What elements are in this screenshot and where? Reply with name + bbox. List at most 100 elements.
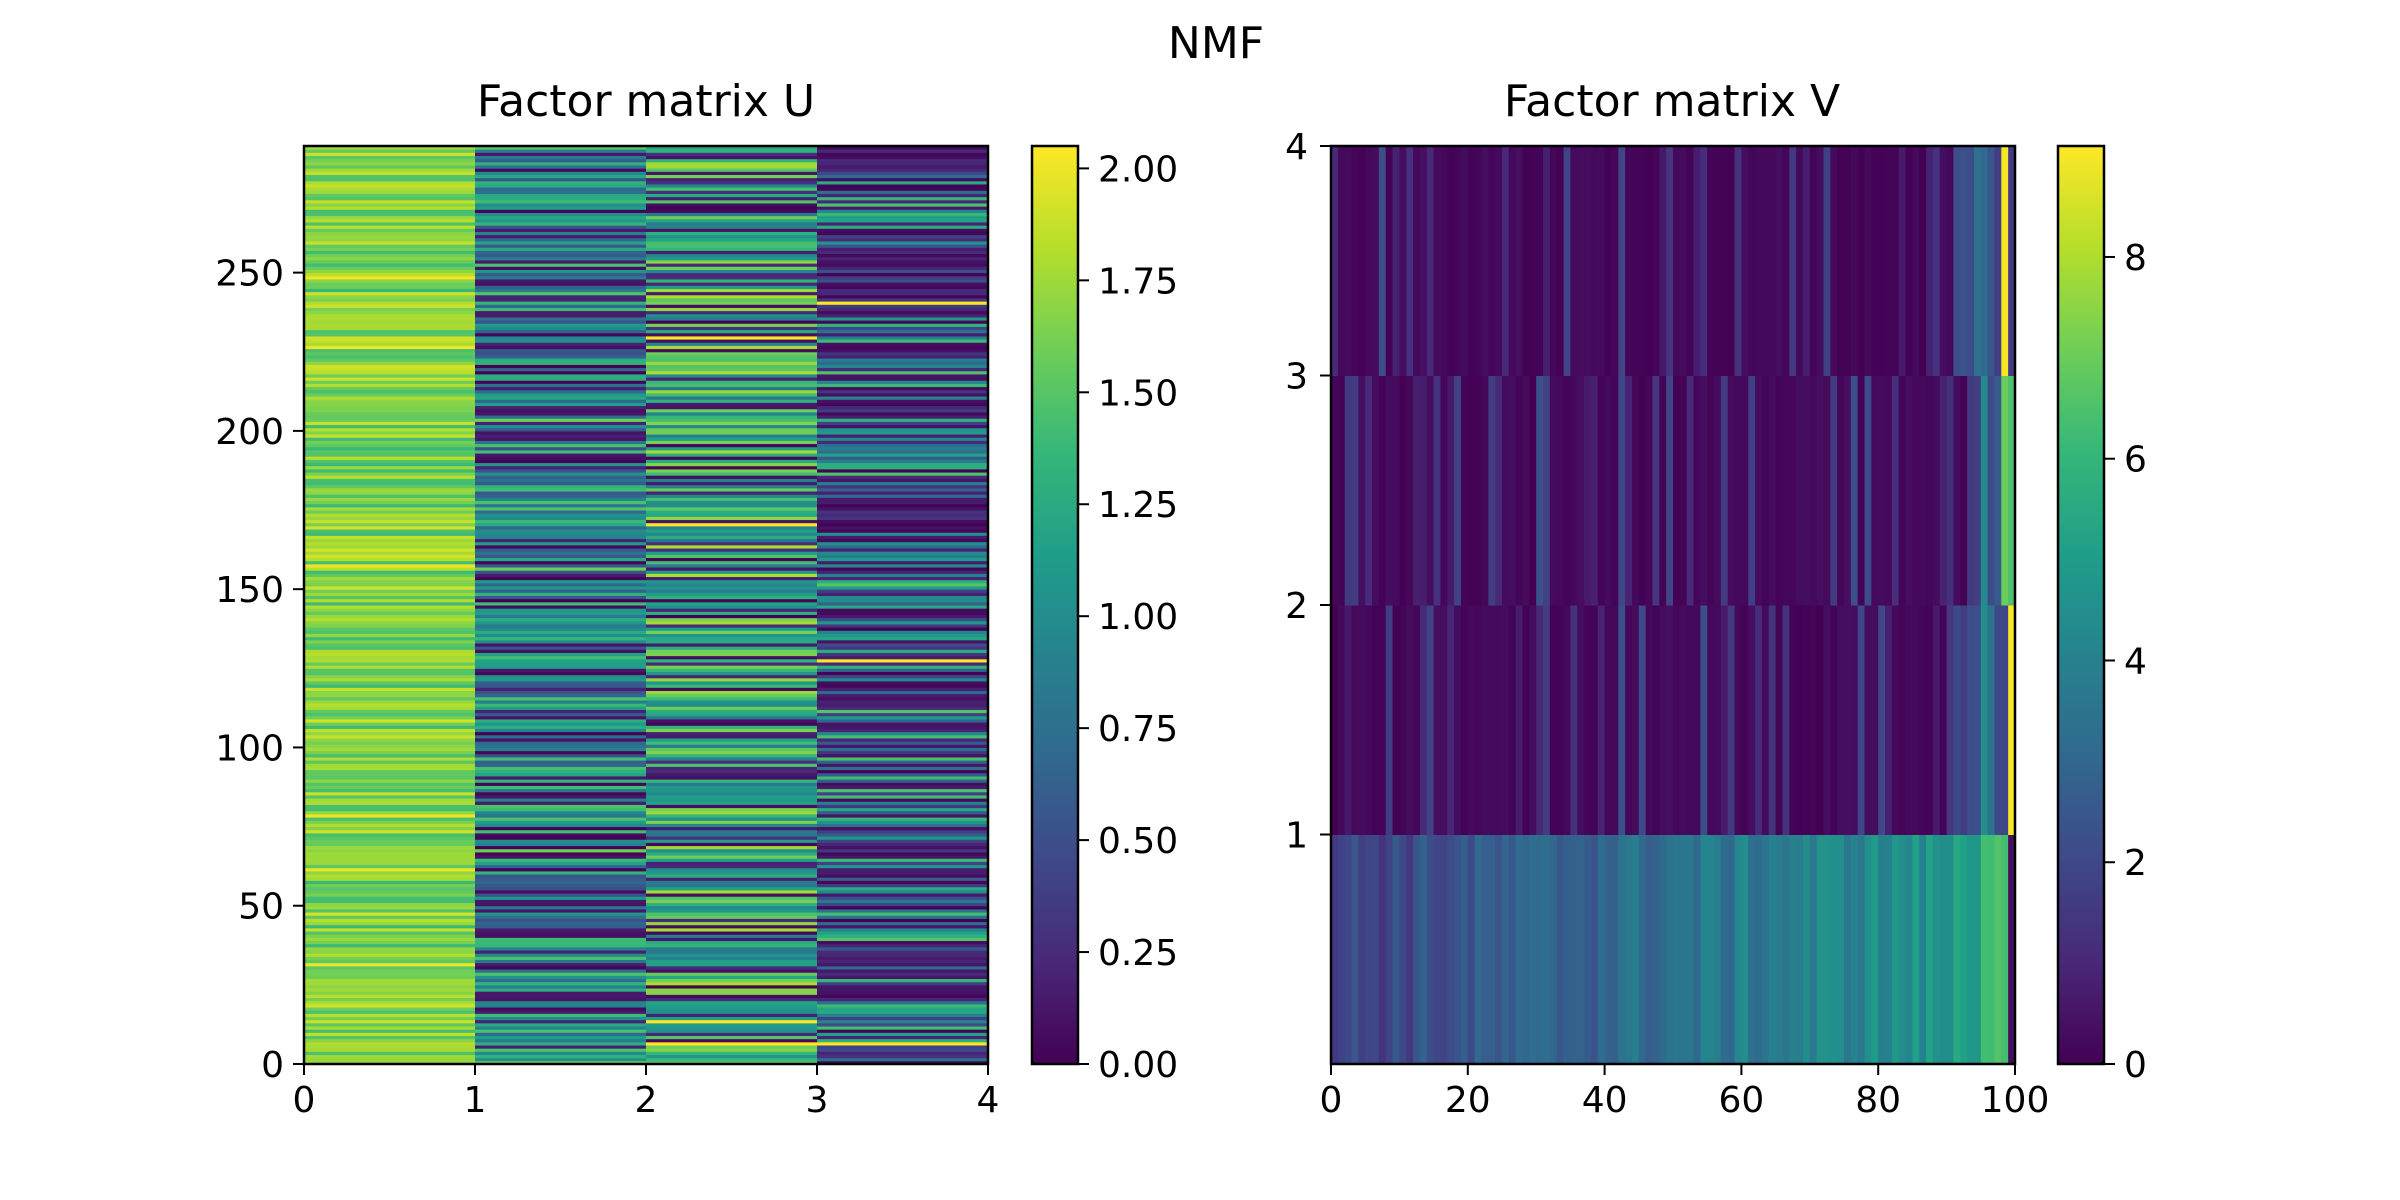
heatmap-u-cell [817, 345, 989, 350]
heatmap-u-cell [817, 807, 989, 812]
heatmap-u-cell [475, 158, 647, 163]
heatmap-v-cell [1625, 605, 1633, 835]
heatmap-u-cell [475, 218, 647, 223]
heatmap-v-cell [1693, 605, 1701, 835]
heatmap-u-cell [475, 661, 647, 666]
heatmap-u-cell [475, 870, 647, 875]
heatmap-u-cell [646, 345, 818, 350]
heatmap-u-cell [475, 250, 647, 255]
heatmap-u-cell [475, 646, 647, 650]
heatmap-u-cell [646, 282, 818, 286]
heatmap-u-cell [817, 462, 989, 467]
heatmap-u-cell [817, 266, 989, 270]
heatmap-u-cell [817, 950, 989, 954]
heatmap-u-cell [817, 864, 989, 869]
heatmap-u-cell [475, 813, 647, 818]
heatmap-u-cell [304, 608, 476, 612]
heatmap-u-cell [304, 798, 476, 802]
heatmap-u-cell [304, 155, 476, 160]
heatmap-v-cell [1522, 375, 1530, 606]
heatmap-u-cell [817, 244, 989, 248]
heatmap-u-cell [646, 225, 818, 229]
heatmap-u-cell [475, 756, 647, 761]
heatmap-u-cell [817, 301, 989, 305]
heatmap-u-cell [646, 1000, 818, 1005]
heatmap-u-cell [304, 734, 476, 739]
heatmap-u-cell [304, 415, 476, 419]
heatmap-u-cell [304, 497, 476, 502]
heatmap-u-cell [817, 779, 989, 783]
heatmap-u-cell [475, 506, 647, 511]
heatmap-u-cell [817, 589, 989, 593]
heatmap-u-cell [304, 658, 476, 663]
heatmap-u-cell [817, 975, 989, 980]
heatmap-u-cell [475, 399, 647, 403]
heatmap-u-cell [817, 1038, 989, 1043]
heatmap-u-cell [475, 652, 647, 657]
heatmap-u-cell [646, 611, 818, 615]
heatmap-u-cell [475, 937, 647, 942]
heatmap-v-cell [1994, 375, 2002, 606]
heatmap-u-cell [475, 934, 647, 938]
colorbar-u-ticks: 0.000.250.500.751.001.251.501.752.00 [1078, 149, 1178, 1086]
heatmap-v-cell [1378, 605, 1387, 835]
heatmap-v-cell [1502, 375, 1510, 606]
heatmap-u-cell [817, 972, 989, 976]
heatmap-u-cell [817, 715, 989, 720]
heatmap-u-cell [475, 623, 647, 628]
heatmap-v-cell [1755, 834, 1763, 1065]
heatmap-u-cell [817, 703, 989, 707]
y-tick-label: 200 [215, 412, 284, 453]
heatmap-u-cell [475, 430, 647, 435]
heatmap-u-cell [304, 763, 476, 767]
heatmap-u-cell [304, 180, 476, 185]
heatmap-u-cell [304, 680, 476, 685]
heatmap-u-cell [817, 440, 989, 445]
heatmap-u-cell [304, 487, 476, 492]
heatmap-v-cell [1440, 834, 1448, 1065]
heatmap-v-cell [1973, 375, 1982, 606]
heatmap-u-cell [304, 221, 476, 226]
heatmap-u-cell [817, 475, 989, 479]
heatmap-v-cell [1508, 605, 1517, 835]
heatmap-u-cell [475, 924, 647, 929]
heatmap-u-cell [475, 199, 647, 204]
heatmap-u-cell [475, 234, 647, 239]
heatmap-u-cell [817, 383, 989, 388]
heatmap-u-cell [817, 889, 989, 894]
heatmap-u-cell [646, 972, 818, 976]
heatmap-u-cell [304, 383, 476, 388]
heatmap-v-cell [1844, 146, 1852, 376]
heatmap-u-cell [817, 937, 989, 942]
heatmap-u-cell [646, 674, 818, 679]
heatmap-u-cell [646, 367, 818, 372]
heatmap-v-cell [1727, 605, 1736, 835]
heatmap-u-cell [646, 453, 818, 457]
heatmap-v-cell [1844, 375, 1852, 606]
heatmap-u-cell [475, 149, 647, 153]
heatmap-u-cell [304, 934, 476, 938]
heatmap-u-cell [475, 405, 647, 410]
heatmap-u-cell [475, 1041, 647, 1046]
heatmap-u-cell [475, 592, 647, 597]
heatmap-u-cell [817, 801, 989, 805]
heatmap-u-cell [475, 316, 647, 321]
heatmap-u-cell [304, 756, 476, 761]
heatmap-u-cell [646, 529, 818, 533]
heatmap-u-cell [817, 221, 989, 226]
heatmap-v-cell [1467, 834, 1476, 1065]
heatmap-u-cell [646, 551, 818, 555]
heatmap-u-cell [475, 880, 647, 885]
heatmap-v-cell [1419, 834, 1428, 1065]
heatmap-u-cell [817, 275, 989, 280]
heatmap-v-cell [1857, 834, 1866, 1065]
heatmap-v-cell [1960, 146, 1968, 376]
heatmap-u-cell [475, 370, 647, 375]
heatmap-v-cell [1460, 375, 1469, 606]
heatmap-u-cell [646, 199, 818, 204]
heatmap-v-cell [1426, 834, 1435, 1065]
heatmap-v-cell [1905, 834, 1913, 1065]
heatmap-u-cell [304, 354, 476, 359]
heatmap-v-cell [1946, 605, 1954, 835]
